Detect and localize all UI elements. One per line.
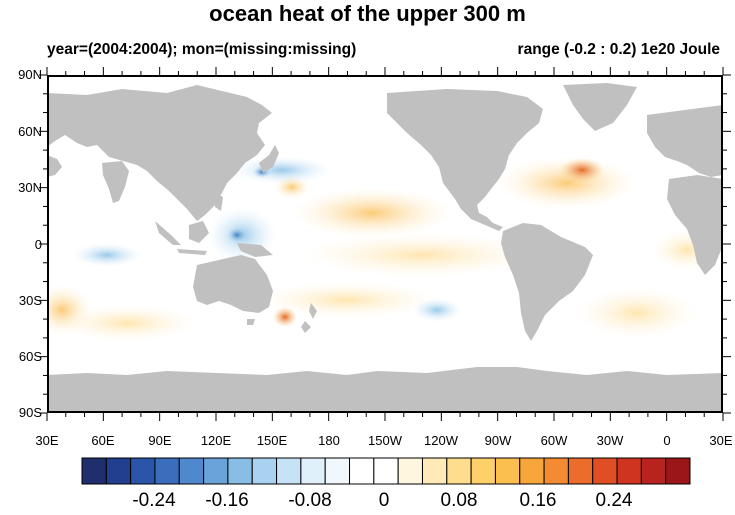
colorbar-cell [543, 457, 569, 485]
y-label-30s: 30S [18, 293, 42, 308]
x-label-60w: 60W [540, 433, 568, 448]
land-antarctica [47, 367, 723, 413]
plot-title: ocean heat of the upper 300 m [209, 1, 526, 26]
colorbar-cell [178, 457, 205, 485]
colorbar-cell [324, 457, 351, 485]
land-eurasia-west [47, 85, 272, 221]
colorbar-cell [421, 457, 448, 485]
colorbar-label-neg-016: -0.16 [205, 490, 249, 511]
y-label-60n: 60N [18, 124, 42, 139]
y-label-0: 0 [34, 237, 42, 252]
colorbar-label-zero: 0 [378, 490, 390, 511]
colorbar [81, 457, 691, 485]
land-africa-east [47, 155, 62, 177]
colorbar-cell [276, 457, 302, 485]
colorbar-cell [154, 457, 180, 485]
subtitle-left: year=(2004:2004); mon=(missing:missing) [47, 41, 357, 58]
x-label-30e-right: 30E [709, 433, 733, 448]
map-canvas [47, 75, 723, 413]
subtitle-right: range (-0.2 : 0.2) 1e20 Joule [517, 41, 720, 58]
colorbar-cell [567, 457, 594, 485]
land-europe-east [647, 105, 723, 177]
y-label-90s: 90S [18, 405, 42, 420]
x-label-180: 180 [318, 433, 340, 448]
colorbar-cell [616, 457, 642, 485]
x-label-30e: 30E [35, 433, 59, 448]
land-masses [47, 83, 723, 413]
land-borneo [189, 221, 209, 243]
x-label-120e: 120E [200, 433, 232, 448]
colorbar-cell [397, 457, 423, 485]
land-japan [259, 145, 279, 173]
x-label-0: 0 [663, 433, 671, 448]
colorbar-cell [251, 457, 278, 485]
colorbar-cell [349, 457, 375, 485]
colorbar-cell [300, 457, 326, 485]
colorbar-label-024: 0.24 [595, 490, 633, 511]
land-java [177, 249, 207, 255]
x-label-90w: 90W [484, 433, 512, 448]
y-label-90n: 90N [18, 67, 42, 82]
land-new-zealand [301, 303, 317, 333]
colorbar-cell [81, 457, 107, 485]
land-greenland [563, 83, 637, 131]
x-label-60e: 60E [91, 433, 115, 448]
colorbar-cell [373, 457, 399, 485]
colorbar-cell [494, 457, 521, 485]
y-label-60s: 60S [18, 349, 42, 364]
colorbar-cell [203, 457, 229, 485]
x-label-90e: 90E [148, 433, 172, 448]
colorbar-cell [130, 457, 156, 485]
colorbar-cell [665, 457, 691, 485]
land-india [102, 161, 129, 203]
colorbar-cell [519, 457, 545, 485]
colorbar-label-neg-024: -0.24 [132, 490, 176, 511]
colorbar-cell [640, 457, 667, 485]
land-sumatra [155, 221, 181, 245]
x-label-150w: 150W [368, 433, 402, 448]
y-label-30n: 30N [18, 180, 42, 195]
land-south-america [501, 223, 593, 341]
heat-anomaly-field [47, 150, 722, 341]
x-label-30w: 30W [596, 433, 624, 448]
land-africa-west [667, 175, 723, 275]
map-panel [47, 75, 723, 413]
land-philippines [215, 193, 223, 211]
colorbar-cell [105, 457, 132, 485]
colorbar-cell [446, 457, 472, 485]
colorbar-label-016: 0.16 [519, 490, 557, 511]
land-north-america [387, 89, 543, 231]
colorbar-label-008: 0.08 [440, 490, 478, 511]
colorbar-label-neg-008: -0.08 [288, 490, 332, 511]
colorbar-cell [592, 457, 618, 485]
land-australia [193, 255, 273, 313]
x-label-120w: 120W [424, 433, 458, 448]
land-tasmania [247, 319, 255, 325]
x-label-150e: 150E [256, 433, 288, 448]
land-new-guinea [237, 243, 273, 257]
colorbar-cell [227, 457, 253, 485]
colorbar-cell [470, 457, 496, 485]
